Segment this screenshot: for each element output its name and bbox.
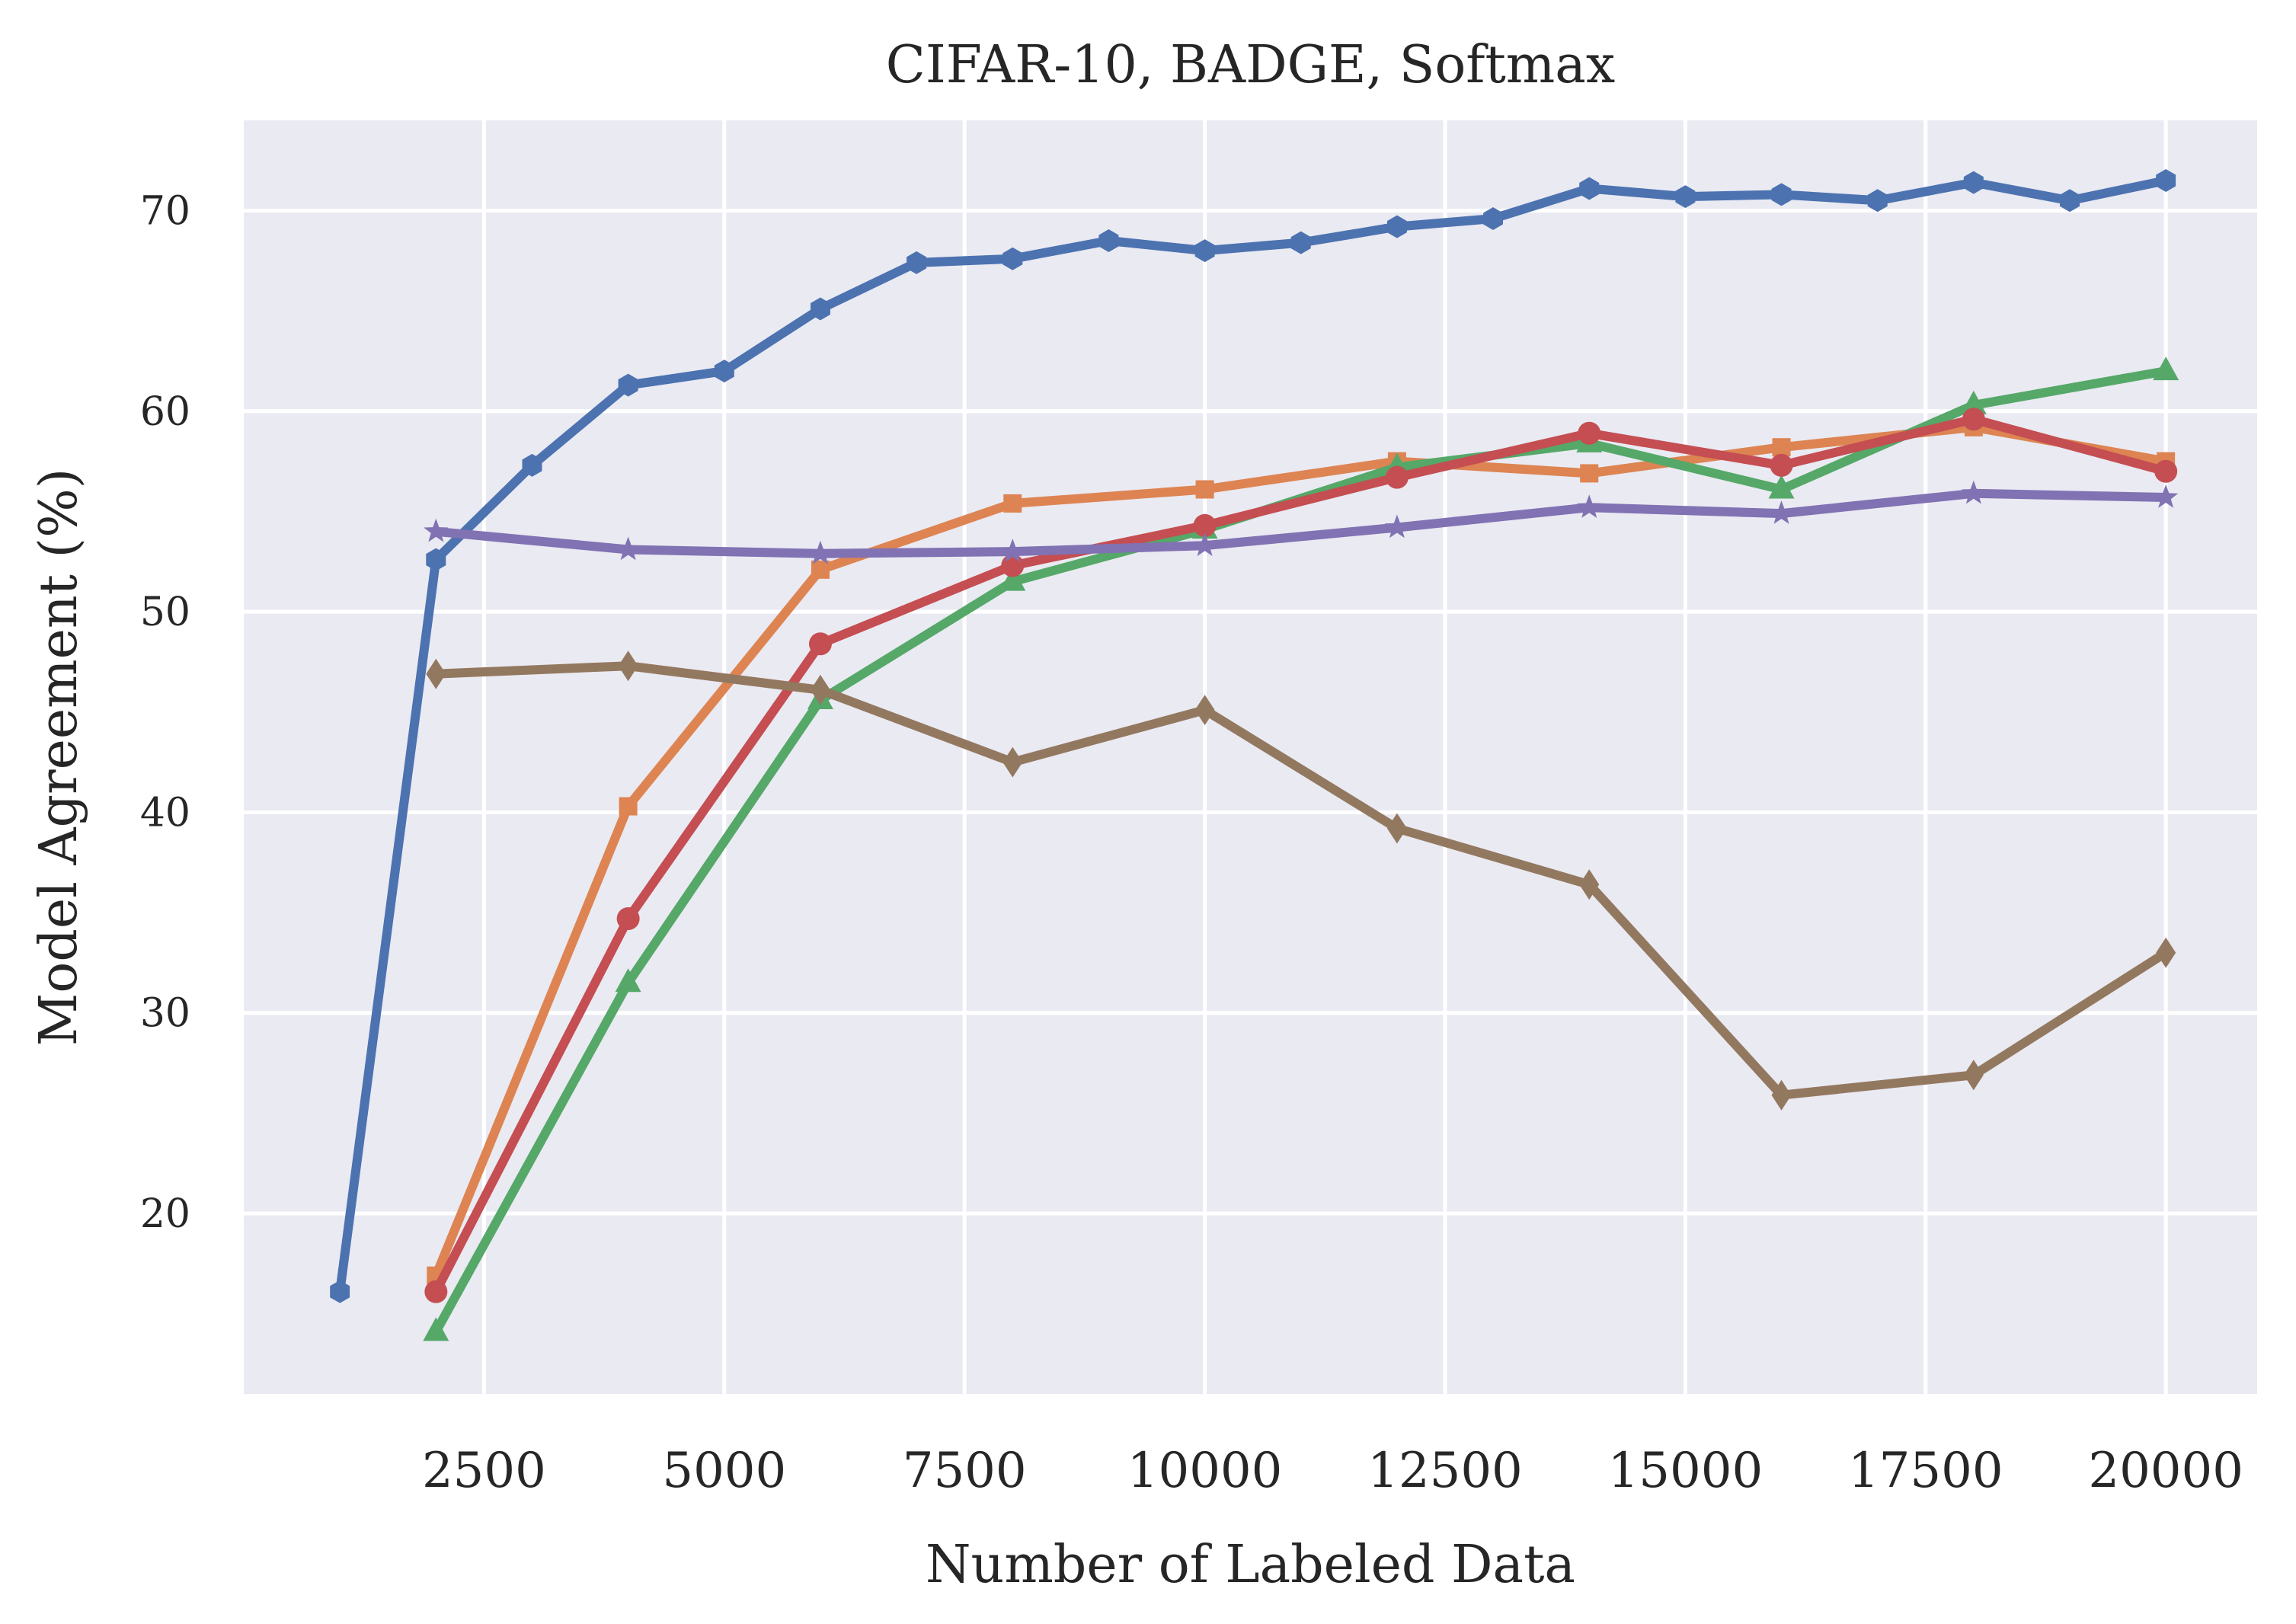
x-tick-label: 17500 xyxy=(1848,1443,2003,1499)
data-point xyxy=(999,567,1026,591)
data-point xyxy=(1195,480,1214,499)
data-point xyxy=(1963,1060,1984,1091)
x-tick-label: 7500 xyxy=(903,1443,1027,1499)
data-point xyxy=(1385,465,1409,489)
data-point xyxy=(1961,480,1986,504)
data-point xyxy=(522,453,542,477)
data-point xyxy=(616,906,640,930)
data-point xyxy=(1386,215,1407,238)
data-point xyxy=(1580,464,1599,483)
data-point xyxy=(1675,185,1696,209)
data-point xyxy=(1001,554,1025,577)
data-point xyxy=(1194,695,1215,726)
data-point xyxy=(1003,746,1023,778)
data-point xyxy=(423,1317,449,1341)
series-6 xyxy=(426,651,2176,1111)
data-point xyxy=(1003,247,1023,270)
x-tick-label: 5000 xyxy=(662,1443,786,1499)
x-axis-label: Number of Labeled Data xyxy=(926,1535,1575,1595)
data-point xyxy=(615,968,641,993)
data-point xyxy=(811,560,830,579)
series-line xyxy=(431,414,2171,1296)
y-tick-label: 50 xyxy=(140,590,190,635)
data-point xyxy=(330,1280,350,1303)
y-tick-label: 70 xyxy=(140,188,190,234)
data-point xyxy=(907,251,927,274)
y-axis-label: Model Agreement (%) xyxy=(29,468,89,1046)
data-point xyxy=(1098,229,1119,252)
data-point xyxy=(1290,231,1311,254)
y-tick-label: 60 xyxy=(140,389,190,435)
data-point xyxy=(618,373,638,397)
data-point xyxy=(1577,494,1602,518)
data-point xyxy=(2156,937,2176,968)
data-point xyxy=(1003,494,1022,513)
data-point xyxy=(1384,514,1410,539)
x-tick-label: 10000 xyxy=(1127,1443,1283,1499)
data-point xyxy=(1770,453,1793,477)
data-point xyxy=(424,1280,448,1303)
data-point xyxy=(1772,438,1791,457)
data-point xyxy=(2153,356,2179,381)
data-point xyxy=(1578,421,1601,445)
series-4 xyxy=(424,408,2178,1303)
data-point xyxy=(1867,189,1888,213)
grid xyxy=(244,120,2257,1394)
data-point xyxy=(810,674,830,705)
data-point xyxy=(1000,539,1025,562)
tick-labels: 2500 5000 7500 10000 12500 15000 17500 20000 20 3… xyxy=(140,188,2243,1499)
data-point xyxy=(426,548,446,571)
y-tick-label: 20 xyxy=(140,1191,190,1237)
plot-background xyxy=(244,120,2257,1394)
data-point xyxy=(426,658,446,689)
data-point xyxy=(1386,813,1407,844)
series-line xyxy=(431,422,2171,1280)
data-point xyxy=(1960,390,1987,414)
data-point xyxy=(1769,500,1794,524)
chart-title: CIFAR-10, BADGE, Softmax xyxy=(886,35,1615,95)
data-point xyxy=(2060,189,2080,213)
y-tick-label: 40 xyxy=(140,790,190,836)
series-1 xyxy=(330,169,2176,1303)
data-point xyxy=(1771,1079,1792,1111)
x-tick-label: 15000 xyxy=(1608,1443,1764,1499)
series-layer xyxy=(330,169,2179,1341)
data-point xyxy=(1963,171,1984,194)
x-tick-label: 2500 xyxy=(422,1443,546,1499)
data-point xyxy=(616,536,641,561)
data-point xyxy=(618,651,638,682)
data-point xyxy=(1579,177,1600,200)
series-5 xyxy=(424,480,2179,564)
series-line xyxy=(335,176,2171,1296)
data-point xyxy=(1193,513,1217,537)
data-point xyxy=(1768,475,1795,499)
series-line xyxy=(431,488,2171,558)
series-line xyxy=(431,661,2171,1100)
data-point xyxy=(811,297,830,321)
data-point xyxy=(1192,532,1217,556)
data-point xyxy=(808,632,832,656)
data-point xyxy=(807,540,833,564)
data-point xyxy=(1962,408,1985,431)
x-tick-label: 12500 xyxy=(1367,1443,1523,1499)
data-point xyxy=(424,518,449,542)
x-tick-label: 20000 xyxy=(2088,1443,2243,1499)
data-point xyxy=(1771,183,1792,206)
data-point xyxy=(1483,207,1503,230)
data-point xyxy=(1579,869,1600,900)
data-point xyxy=(619,797,638,816)
data-point xyxy=(2156,169,2176,192)
data-point xyxy=(2154,484,2179,508)
data-point xyxy=(2154,459,2178,483)
data-point xyxy=(1194,239,1215,263)
data-point xyxy=(714,360,734,383)
y-tick-label: 30 xyxy=(140,991,190,1037)
